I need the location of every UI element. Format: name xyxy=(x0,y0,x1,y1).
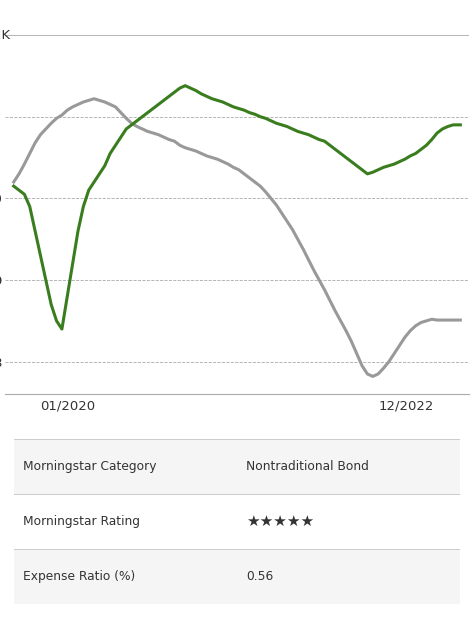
Text: 0.56: 0.56 xyxy=(246,570,273,583)
Text: ★★★★★: ★★★★★ xyxy=(246,514,314,530)
Text: Morningstar Rating: Morningstar Rating xyxy=(23,515,140,528)
Bar xyxy=(14,439,460,494)
Text: Nontraditional Bond: Nontraditional Bond xyxy=(246,460,369,473)
Text: Morningstar Category: Morningstar Category xyxy=(23,460,156,473)
Text: $12K: $12K xyxy=(0,29,11,42)
Bar xyxy=(14,494,460,549)
Text: Expense Ratio (%): Expense Ratio (%) xyxy=(23,570,136,583)
Bar xyxy=(14,549,460,604)
